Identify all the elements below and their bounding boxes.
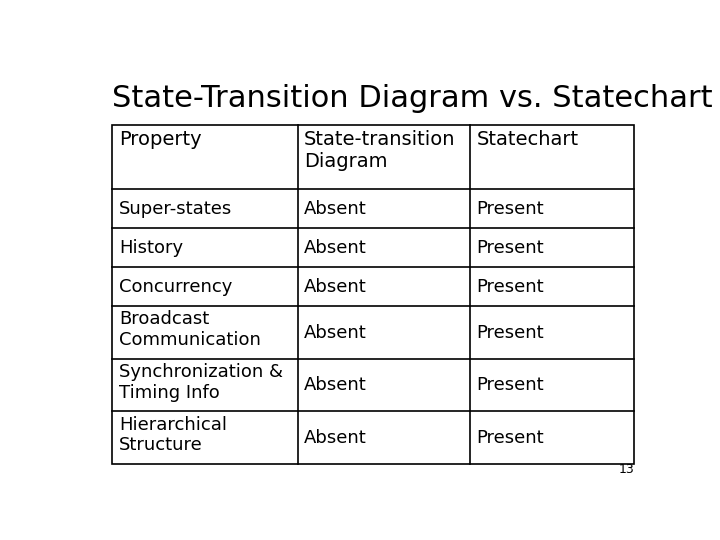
Text: Present: Present bbox=[477, 376, 544, 394]
Text: Absent: Absent bbox=[305, 376, 367, 394]
Text: Statechart: Statechart bbox=[477, 130, 579, 149]
Text: Super-states: Super-states bbox=[119, 200, 233, 218]
Text: Present: Present bbox=[477, 429, 544, 447]
Text: Property: Property bbox=[119, 130, 202, 149]
Text: Broadcast
Communication: Broadcast Communication bbox=[119, 310, 261, 349]
Text: Absent: Absent bbox=[305, 239, 367, 257]
Text: Hierarchical
Structure: Hierarchical Structure bbox=[119, 416, 227, 454]
Text: Absent: Absent bbox=[305, 429, 367, 447]
Bar bbox=[112, 125, 634, 464]
Text: Synchronization &
Timing Info: Synchronization & Timing Info bbox=[119, 363, 283, 402]
Text: Concurrency: Concurrency bbox=[119, 278, 233, 296]
Text: Absent: Absent bbox=[305, 323, 367, 341]
Text: Present: Present bbox=[477, 323, 544, 341]
Text: Absent: Absent bbox=[305, 200, 367, 218]
Text: Present: Present bbox=[477, 239, 544, 257]
Text: Present: Present bbox=[477, 200, 544, 218]
Text: Absent: Absent bbox=[305, 278, 367, 296]
Text: Present: Present bbox=[477, 278, 544, 296]
Text: 13: 13 bbox=[618, 463, 634, 476]
Text: State-Transition Diagram vs. Statechart: State-Transition Diagram vs. Statechart bbox=[112, 84, 713, 112]
Text: History: History bbox=[119, 239, 183, 257]
Text: State-transition
Diagram: State-transition Diagram bbox=[305, 130, 456, 171]
